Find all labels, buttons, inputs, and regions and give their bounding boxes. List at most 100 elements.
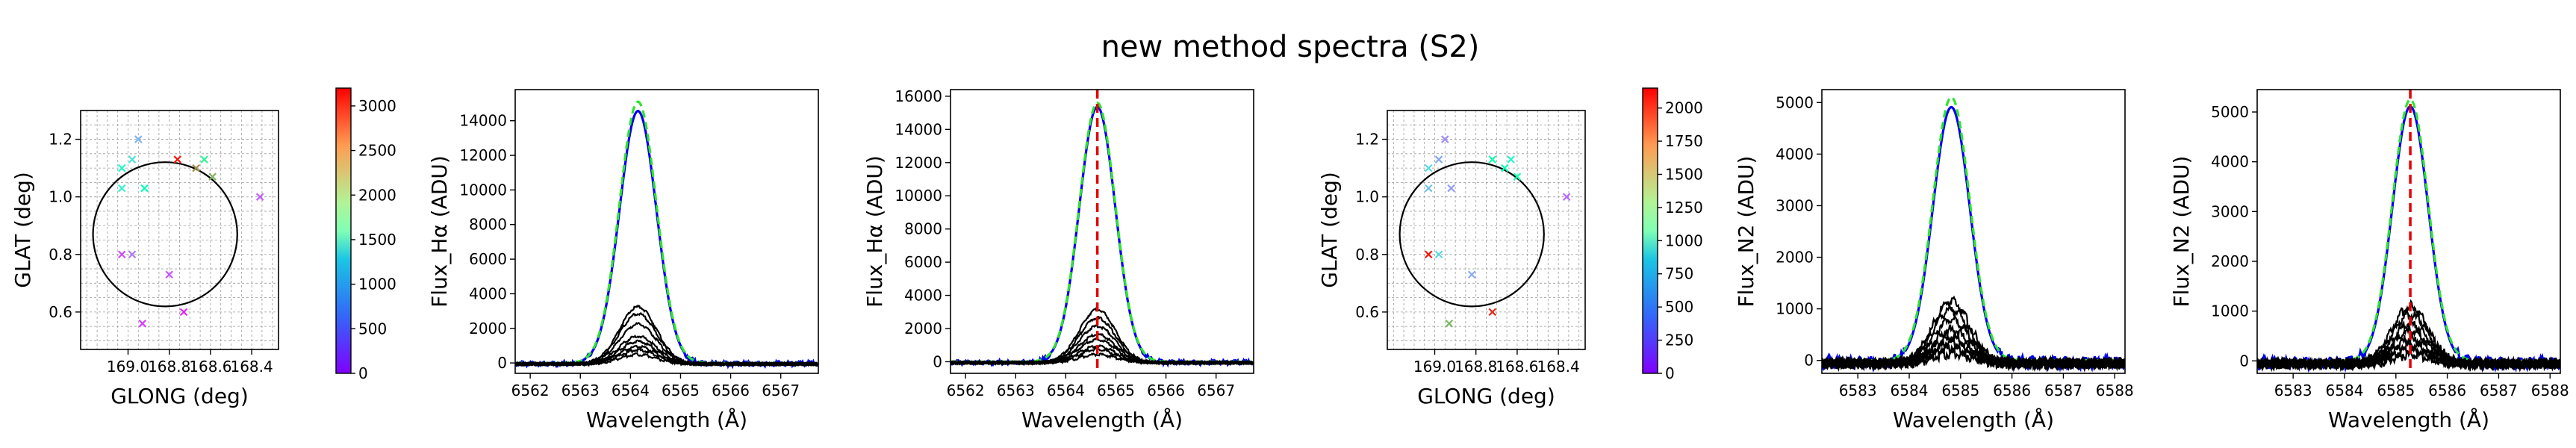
- y-tick-label: 2000: [2211, 252, 2249, 270]
- panel-5: 6583 6584 6585 6586 6587 6588 0 1000 2000 3000 400…: [1734, 89, 2134, 432]
- y-tick-label: 0.8: [49, 246, 72, 264]
- x-tick-label: 6585: [1941, 382, 1979, 399]
- scatter-point-3: [1441, 135, 1449, 143]
- series-line-sub3: [951, 323, 1254, 367]
- series-line-sub8: [2257, 346, 2560, 373]
- x-tick-label: 6565: [662, 382, 700, 399]
- x-tick-label: 169.0: [1413, 358, 1456, 376]
- scatter-point-5: [140, 184, 149, 193]
- x-tick-label: 168.8: [1455, 358, 1497, 376]
- x-tick-label: 6562: [947, 382, 985, 399]
- x-tick-label: 6567: [762, 382, 800, 399]
- scatter-point-1: [117, 164, 126, 172]
- panel-3: 6562 6563 6564 6565 6566 6567 0 2000 4000 6000 800…: [862, 87, 1254, 432]
- scatter-point-13: [165, 270, 173, 279]
- colorbar-tick-label: 1000: [358, 276, 396, 293]
- x-tick-label: 6587: [2044, 382, 2082, 399]
- scatter-point-11: [117, 250, 126, 259]
- x-tick-label: 6584: [1891, 382, 1929, 399]
- series-line-sub8: [515, 352, 818, 367]
- y-tick-label: 0.6: [49, 303, 72, 321]
- scatter-point-6: [1488, 155, 1497, 164]
- y-tick-label: 1.0: [1355, 188, 1379, 206]
- x-axis-label: GLONG (deg): [111, 384, 249, 408]
- x-axis-label: Wavelength (Å): [1893, 407, 2054, 432]
- y-tick-label: 0.6: [1355, 303, 1379, 321]
- axes-frame: [2256, 89, 2561, 374]
- scatter-point-10: [255, 193, 264, 201]
- series-line-sub3: [515, 322, 818, 367]
- colorbar-tick-label: 1500: [1665, 165, 1703, 183]
- scatter-point-2: [1434, 155, 1443, 164]
- x-tick-label: 6565: [1097, 382, 1135, 399]
- colorbar-tick-label: 2000: [1665, 99, 1703, 117]
- panel-4: 0 250 500 750 1000 1250 1500 1750 2000 169.0168.8…: [1317, 87, 1703, 408]
- x-tick-label: 168.8: [148, 358, 190, 376]
- scatter-point-14: [138, 320, 147, 328]
- y-tick-label: 8000: [469, 216, 507, 234]
- figure-title: new method spectra (S2): [1101, 30, 1480, 64]
- axes-frame: [950, 89, 1254, 374]
- y-tick-label: 4000: [1776, 145, 1814, 163]
- y-tick-label: 16000: [895, 87, 942, 105]
- x-axis-label: Wavelength (Å): [1021, 407, 1183, 432]
- colorbar-tick-label: 2500: [358, 142, 396, 160]
- y-tick-label: 4000: [2211, 153, 2249, 171]
- x-tick-label: 168.6: [1496, 358, 1538, 376]
- y-axis-label: Flux_N2 (ADU): [2169, 156, 2194, 308]
- x-tick-label: 168.4: [1537, 358, 1579, 376]
- y-tick-label: 14000: [895, 120, 942, 138]
- colorbar: [335, 87, 352, 374]
- x-tick-label: 6586: [2428, 382, 2466, 399]
- axes-frame: [1387, 110, 1586, 350]
- y-tick-label: 1.0: [49, 188, 72, 206]
- axes-frame: [514, 89, 819, 374]
- scatter-point-1: [1424, 164, 1433, 172]
- y-tick-label: 0: [1804, 352, 1814, 370]
- colorbar: [1642, 87, 1658, 374]
- scatter-point-15: [179, 308, 188, 317]
- scatter-point-7: [1501, 164, 1509, 172]
- series-line-fit: [1822, 96, 2125, 362]
- x-tick-label: 6567: [1197, 382, 1235, 399]
- y-axis-label: Flux_Hα (ADU): [427, 155, 452, 308]
- x-tick-label: 6585: [2377, 382, 2415, 399]
- scatter-point-11: [1424, 250, 1433, 259]
- x-tick-label: 6586: [1993, 382, 2031, 399]
- colorbar-tick-label: 250: [1665, 332, 1693, 349]
- colorbar-tick-label: 500: [358, 320, 387, 337]
- x-tick-label: 6588: [2531, 382, 2569, 399]
- scatter-point-12: [128, 250, 137, 259]
- colorbar-tick-label: 3000: [358, 97, 396, 115]
- x-axis-label: Wavelength (Å): [586, 407, 747, 432]
- y-tick-label: 6000: [469, 250, 507, 268]
- axes-frame: [1821, 89, 2126, 374]
- panel-6: 6583 6584 6585 6586 6587 6588 0 1000 2000 3000 400…: [2169, 89, 2569, 432]
- scatter-point-4: [1424, 184, 1433, 193]
- panel-1: 050010001500200025003000169.0168.8168.61…: [10, 87, 396, 408]
- scatter-point-7: [192, 164, 200, 172]
- scatter-point-14: [1445, 320, 1454, 328]
- colorbar-tick-label: 750: [1665, 265, 1693, 283]
- scatter-point-8: [200, 155, 208, 164]
- scatter-point-8: [1507, 155, 1515, 164]
- y-tick-label: 1.2: [49, 131, 72, 149]
- y-tick-label: 1.2: [1355, 131, 1379, 149]
- colorbar-tick-label: 0: [1665, 364, 1675, 382]
- y-tick-label: 12000: [459, 146, 507, 164]
- x-tick-label: 6584: [2326, 382, 2364, 399]
- x-tick-label: 6587: [2480, 382, 2518, 399]
- y-tick-label: 0: [2239, 352, 2249, 370]
- fov-circle: [1399, 161, 1545, 308]
- y-tick-label: 10000: [459, 181, 507, 199]
- fov-circle: [92, 161, 238, 308]
- y-tick-label: 2000: [904, 320, 942, 337]
- x-tick-label: 6562: [511, 382, 550, 399]
- series-line-sub4: [951, 332, 1254, 367]
- y-tick-label: 0: [933, 352, 942, 370]
- x-axis-label: GLONG (deg): [1417, 384, 1555, 408]
- x-tick-label: 6564: [612, 382, 650, 399]
- y-tick-label: 5000: [1776, 93, 1814, 111]
- y-axis-label: Flux_N2 (ADU): [1734, 156, 1758, 308]
